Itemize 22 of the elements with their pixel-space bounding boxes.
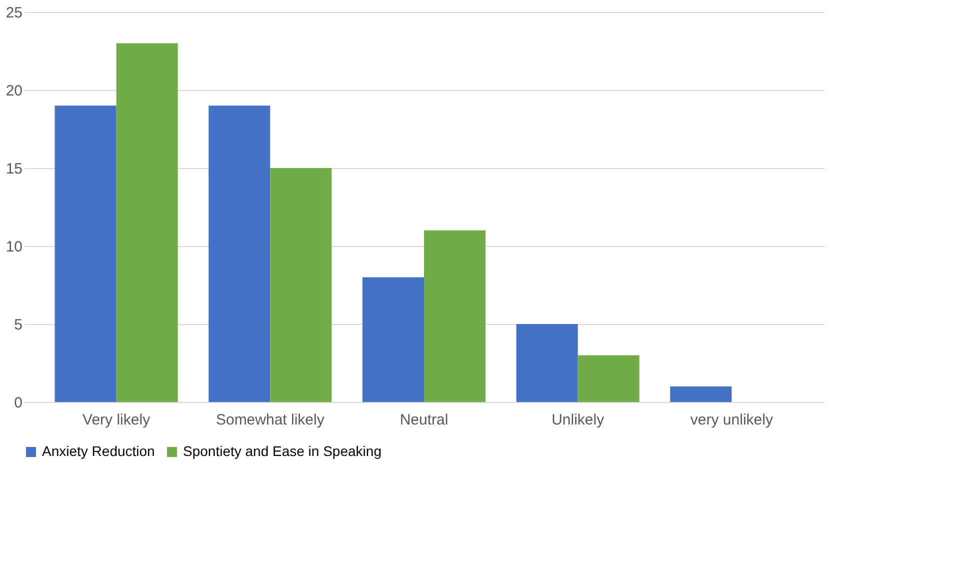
x-tick-label: very unlikely xyxy=(690,412,774,428)
x-tick-label: Somewhat likely xyxy=(216,412,325,428)
y-tick-label: 20 xyxy=(6,82,22,100)
x-tick-label: Very likely xyxy=(82,412,151,428)
y-tick-label: 15 xyxy=(6,160,22,178)
bar xyxy=(424,230,486,402)
bar xyxy=(116,43,178,402)
bar xyxy=(54,106,116,402)
y-tick-label: 25 xyxy=(6,4,22,22)
bar xyxy=(516,324,578,402)
bar xyxy=(362,277,424,402)
x-tick-label: Neutral xyxy=(400,412,448,428)
bar xyxy=(208,106,270,402)
y-tick-label: 10 xyxy=(6,238,22,256)
bar xyxy=(670,386,732,402)
bar xyxy=(578,355,640,402)
legend-label: Anxiety Reduction xyxy=(42,443,155,459)
y-tick-label: 0 xyxy=(14,394,22,412)
x-tick-label: Unlikely xyxy=(552,412,605,428)
y-tick-label: 5 xyxy=(14,316,22,334)
bar xyxy=(270,168,332,402)
legend-label: Spontiety and Ease in Speaking xyxy=(183,443,382,459)
